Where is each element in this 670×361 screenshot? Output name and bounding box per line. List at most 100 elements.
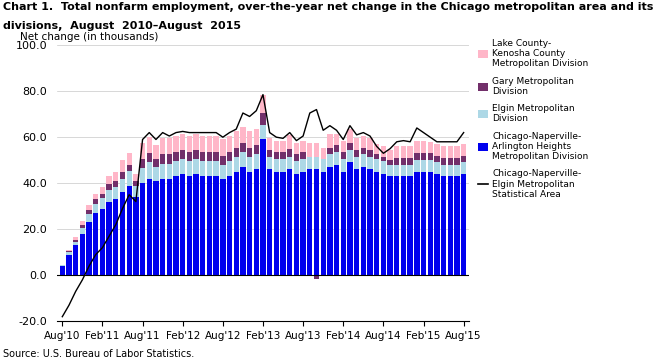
Bar <box>334 152 339 165</box>
Bar <box>454 176 460 275</box>
Bar <box>300 141 306 152</box>
Bar <box>300 152 306 159</box>
Bar <box>153 145 159 159</box>
Bar <box>320 172 326 275</box>
Bar <box>80 221 85 225</box>
Bar <box>93 199 98 204</box>
Bar <box>187 176 192 275</box>
Bar <box>80 228 85 234</box>
Bar <box>314 143 319 157</box>
Bar <box>273 172 279 275</box>
Bar <box>320 148 326 159</box>
Bar <box>147 137 152 153</box>
Bar <box>367 157 373 169</box>
Bar <box>454 158 460 165</box>
Bar <box>73 237 78 240</box>
Bar <box>293 155 299 161</box>
Bar <box>401 158 406 165</box>
Bar <box>127 186 132 275</box>
Bar <box>367 169 373 275</box>
Bar <box>421 153 426 160</box>
Bar <box>234 131 239 148</box>
Bar <box>300 172 306 275</box>
Bar <box>461 162 466 174</box>
Bar <box>287 169 292 275</box>
Bar <box>174 176 179 275</box>
Bar <box>227 152 232 161</box>
Bar <box>307 157 312 169</box>
Bar <box>334 134 339 145</box>
Bar <box>461 156 466 162</box>
Bar <box>187 136 192 152</box>
Bar <box>254 129 259 145</box>
Bar <box>334 165 339 275</box>
Bar <box>314 169 319 275</box>
Bar <box>241 143 246 152</box>
Bar <box>86 214 92 222</box>
Bar <box>220 139 226 156</box>
Bar <box>387 165 393 176</box>
Bar <box>73 242 78 245</box>
Bar <box>60 265 65 266</box>
Bar <box>340 159 346 172</box>
Bar <box>267 157 272 169</box>
Text: Source: U.S. Bureau of Labor Statistics.: Source: U.S. Bureau of Labor Statistics. <box>3 349 194 359</box>
Bar <box>66 252 72 255</box>
Bar <box>461 174 466 275</box>
Bar <box>180 174 186 275</box>
Bar <box>401 176 406 275</box>
Bar <box>287 149 292 157</box>
Bar <box>461 144 466 156</box>
Bar <box>140 168 145 183</box>
Bar <box>334 145 339 152</box>
Bar <box>100 193 105 198</box>
Bar <box>147 162 152 179</box>
Bar <box>254 145 259 155</box>
Bar <box>133 181 139 186</box>
Bar <box>441 165 446 176</box>
Bar <box>133 197 139 275</box>
Bar <box>421 160 426 172</box>
Bar <box>113 199 119 275</box>
Bar <box>374 155 379 159</box>
Bar <box>381 147 386 157</box>
Bar <box>267 150 272 157</box>
Bar <box>434 162 440 174</box>
Bar <box>180 150 186 159</box>
Bar <box>280 172 285 275</box>
Bar <box>407 165 413 176</box>
Legend: Lake County-
Kenosha County
Metropolitan Division, Gary Metropolitan
Division, E: Lake County- Kenosha County Metropolitan… <box>478 39 588 199</box>
Bar <box>214 152 219 161</box>
Bar <box>100 198 105 209</box>
Bar <box>113 187 119 199</box>
Bar <box>73 240 78 242</box>
Bar <box>207 176 212 275</box>
Bar <box>454 165 460 176</box>
Bar <box>261 125 265 139</box>
Bar <box>120 179 125 192</box>
Bar <box>133 174 139 181</box>
Bar <box>107 190 112 201</box>
Bar <box>153 159 159 167</box>
Bar <box>434 144 440 156</box>
Text: Net change (in thousands): Net change (in thousands) <box>20 32 158 42</box>
Bar <box>127 170 132 186</box>
Bar <box>340 141 346 152</box>
Bar <box>73 245 78 275</box>
Bar <box>174 152 179 161</box>
Bar <box>441 147 446 158</box>
Bar <box>293 161 299 174</box>
Bar <box>414 160 419 172</box>
Bar <box>241 167 246 275</box>
Bar <box>167 164 172 179</box>
Bar <box>153 181 159 275</box>
Bar <box>107 184 112 190</box>
Bar <box>113 181 119 187</box>
Bar <box>354 150 359 157</box>
Bar <box>347 162 352 275</box>
Bar <box>127 153 132 165</box>
Bar <box>247 172 253 275</box>
Bar <box>414 172 419 275</box>
Bar <box>360 167 366 275</box>
Bar <box>227 161 232 176</box>
